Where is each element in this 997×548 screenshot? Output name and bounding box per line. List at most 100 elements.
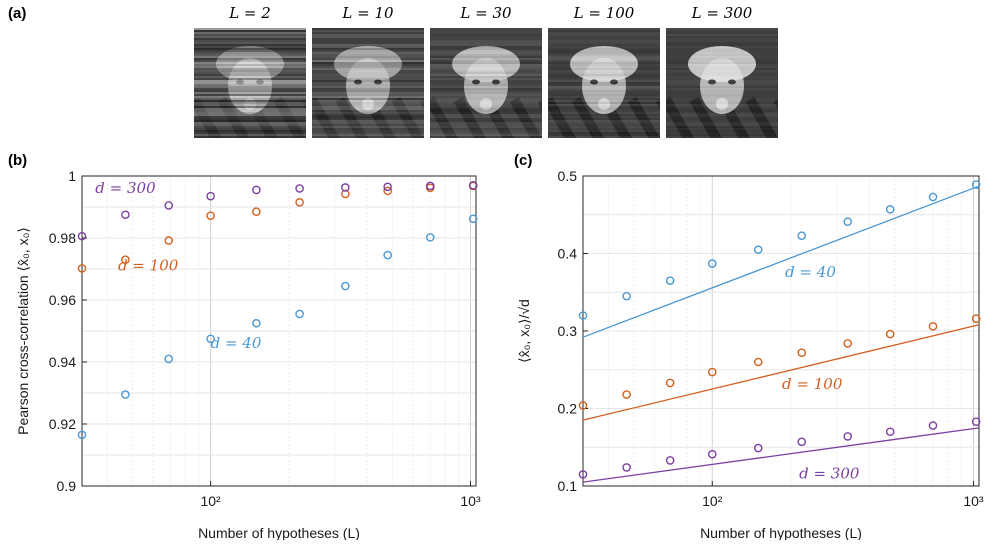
- x-axis-label: Number of hypotheses (L): [198, 525, 360, 540]
- x-tick-label: 10³: [963, 493, 984, 509]
- data-point: [753, 245, 763, 254]
- fit-line: [582, 185, 980, 338]
- data-point: [295, 184, 304, 193]
- data-point: [578, 470, 588, 479]
- data-point: [252, 185, 261, 195]
- data-point: [341, 281, 350, 291]
- panel-b-label: (b): [8, 152, 28, 169]
- data-point: [753, 443, 763, 453]
- data-point: [206, 211, 215, 220]
- data-point: [164, 236, 174, 245]
- data-point: [971, 314, 981, 323]
- y-tick-label: 0.3: [558, 323, 578, 339]
- y-tick-label: 0.94: [49, 354, 76, 370]
- data-point: [843, 217, 852, 227]
- data-point: [77, 264, 87, 273]
- y-tick-label: 0.9: [57, 478, 77, 494]
- data-point: [665, 378, 675, 388]
- data-point: [164, 201, 174, 210]
- data-point: [121, 210, 130, 220]
- data-point: [121, 390, 130, 399]
- y-axis-label: ⟨x̂₀, x₀⟩/√d: [516, 299, 532, 363]
- series-label: d = 100: [118, 257, 179, 275]
- data-point: [206, 334, 215, 344]
- data-point: [843, 432, 852, 441]
- data-point: [707, 259, 717, 268]
- data-point: [383, 250, 392, 260]
- data-point: [885, 205, 895, 214]
- reconstruction-image: [548, 28, 660, 138]
- data-point: [797, 231, 807, 240]
- y-tick-label: 0.92: [49, 416, 76, 432]
- data-point: [468, 180, 478, 190]
- data-point: [252, 318, 261, 328]
- data-point: [383, 186, 392, 196]
- data-point: [383, 182, 392, 192]
- panel-c-label: (c): [514, 152, 533, 169]
- data-point: [797, 437, 807, 447]
- reconstruction-image: [194, 28, 306, 138]
- data-point: [665, 276, 675, 285]
- data-point: [77, 231, 87, 241]
- series-label: d = 300: [95, 179, 156, 197]
- data-point: [622, 390, 631, 399]
- data-point: [295, 198, 304, 207]
- data-point: [252, 207, 261, 216]
- y-tick-label: 0.1: [558, 478, 578, 494]
- thumbnail-title: L = 100: [573, 4, 635, 22]
- data-point: [425, 181, 435, 191]
- thumbnail-title: L = 30: [460, 4, 512, 22]
- data-point: [707, 449, 717, 459]
- data-point: [885, 329, 895, 339]
- fit-line: [582, 324, 980, 421]
- reconstruction-image: [312, 28, 424, 138]
- y-tick-label: 0.5: [558, 168, 578, 184]
- reconstruction-image: [666, 28, 778, 138]
- data-point: [928, 421, 938, 430]
- data-point: [164, 354, 174, 364]
- chart-b: 0.9 0.92 0.94 0.96 0.98 1 10² 10³ Number of hypo…: [15, 168, 481, 540]
- data-point: [797, 348, 807, 357]
- data-point: [295, 309, 304, 319]
- y-axis-label: Pearson cross-correlation ⟨x̂₀, x₀⟩: [15, 227, 31, 435]
- y-tick-label: 0.2: [558, 401, 578, 417]
- data-point: [206, 191, 215, 201]
- plot-frame: [81, 175, 477, 487]
- data-point: [425, 233, 435, 242]
- data-point: [885, 427, 895, 437]
- panel-a-label: (a): [8, 5, 27, 22]
- series-label: d = 100: [782, 375, 843, 393]
- series-label: d = 40: [211, 334, 262, 352]
- data-point: [753, 357, 763, 367]
- data-point: [971, 180, 981, 189]
- y-tick-label: 0.98: [49, 230, 76, 246]
- y-tick-label: 1: [68, 168, 76, 184]
- reconstruction-image: [430, 28, 542, 138]
- series-label: d = 40: [785, 263, 836, 281]
- x-tick-label: 10²: [200, 493, 221, 509]
- x-tick-label: 10³: [460, 493, 481, 509]
- thumbnail-title: L = 300: [691, 4, 753, 22]
- data-point: [578, 401, 588, 410]
- data-point: [707, 367, 717, 377]
- data-point: [928, 322, 938, 331]
- chart-c: 0.1 0.2 0.3 0.4 0.5 10² 10³ Number of hypothese…: [516, 168, 984, 540]
- y-tick-label: 0.4: [558, 246, 578, 262]
- data-point: [622, 291, 631, 301]
- data-point: [665, 456, 675, 465]
- data-point: [843, 339, 852, 348]
- data-point: [578, 311, 588, 320]
- y-tick-label: 0.96: [49, 292, 76, 308]
- data-point: [622, 463, 631, 472]
- x-axis-label: Number of hypotheses (L): [700, 525, 862, 540]
- data-point: [121, 255, 130, 264]
- thumbnail-title: L = 10: [342, 4, 394, 22]
- data-point: [341, 183, 350, 192]
- x-tick-label: 10²: [702, 493, 723, 509]
- thumbnail-title: L = 2: [229, 4, 271, 22]
- data-point: [928, 192, 938, 202]
- fit-line: [582, 427, 980, 483]
- data-point: [77, 430, 87, 440]
- series-label: d = 300: [799, 464, 860, 482]
- data-point: [468, 214, 478, 224]
